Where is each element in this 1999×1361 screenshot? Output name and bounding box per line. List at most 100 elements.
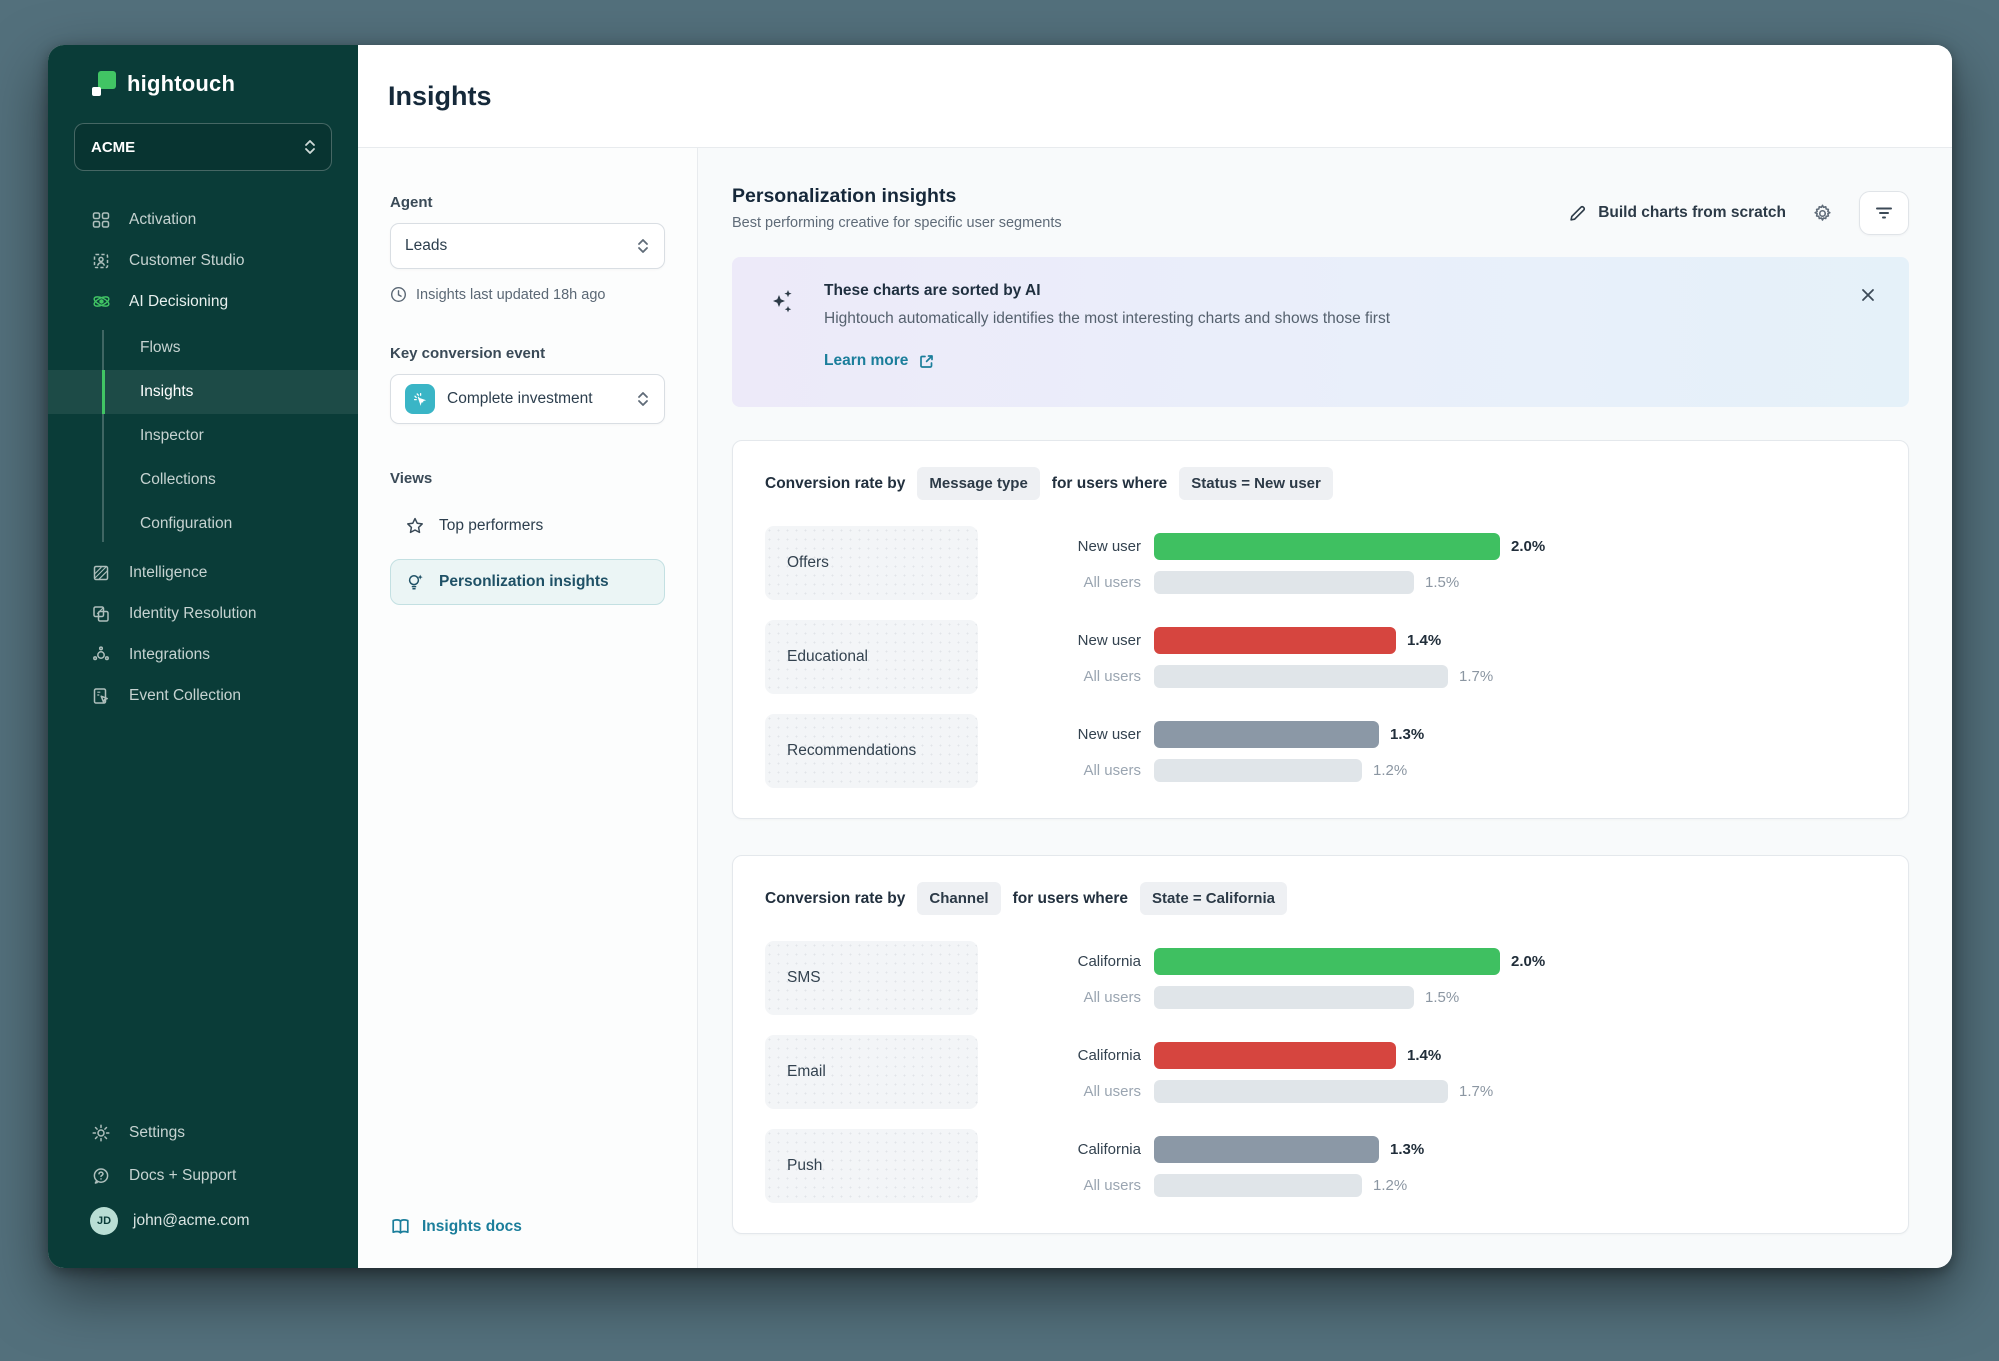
agent-select[interactable]: Leads: [390, 223, 665, 269]
bar-secondary: [1154, 1173, 1362, 1197]
series-label-primary: California: [1077, 1140, 1141, 1158]
bar-group: New user 2.0% All users 1.5%: [986, 526, 1545, 600]
chart-connector: for users where: [1012, 889, 1129, 907]
chart-filter-badge[interactable]: State = California: [1140, 882, 1287, 915]
top-header: Insights: [358, 45, 1952, 148]
bar-value-primary: 1.3%: [1390, 725, 1425, 743]
category-label: Email: [765, 1035, 978, 1109]
bar-value-secondary: 1.5%: [1425, 988, 1460, 1006]
sidebar-item-flows[interactable]: Flows: [48, 326, 358, 370]
series-label-secondary: All users: [1083, 573, 1141, 591]
chart-rows: Offers New user 2.0% All users 1.5% Education…: [765, 526, 1876, 788]
chart-card-channel: Conversion rate by Channel for users whe…: [732, 855, 1909, 1234]
banner-title: These charts are sorted by AI: [824, 282, 1041, 299]
sidebar-item-inspector[interactable]: Inspector: [48, 414, 358, 458]
sidebar-item-configuration[interactable]: Configuration: [48, 502, 358, 546]
series-label-secondary: All users: [1083, 761, 1141, 779]
bar-secondary: [1154, 985, 1414, 1009]
sidebar-item-insights[interactable]: Insights: [48, 370, 358, 414]
insights-docs-link[interactable]: Insights docs: [390, 1217, 665, 1236]
sidebar-item-label: Flows: [140, 339, 181, 356]
learn-more-link[interactable]: Learn more: [824, 352, 1390, 370]
bar-secondary: [1154, 664, 1448, 688]
section-title: Personalization insights: [732, 185, 957, 207]
sidebar-item-collections[interactable]: Collections: [48, 458, 358, 502]
sidebar-item-activation[interactable]: Activation: [48, 199, 358, 240]
build-charts-button[interactable]: Build charts from scratch: [1569, 204, 1786, 222]
sidebar-item-label: Event Collection: [129, 686, 242, 704]
bar-primary: [1154, 1041, 1396, 1069]
integrations-icon: [90, 644, 112, 666]
bar-secondary: [1154, 1079, 1448, 1103]
category-label: Offers: [765, 526, 978, 600]
bar-value-primary: 1.3%: [1390, 1140, 1425, 1158]
chevron-updown-icon: [303, 138, 317, 156]
sidebar-item-intelligence[interactable]: Intelligence: [48, 552, 358, 593]
bar-primary: [1154, 532, 1500, 560]
banner-body: Hightouch automatically identifies the m…: [824, 310, 1391, 327]
series-label-secondary: All users: [1083, 988, 1141, 1006]
bar-value-primary: 1.4%: [1407, 1046, 1442, 1064]
category-label: Recommendations: [765, 714, 978, 788]
book-icon: [390, 1217, 411, 1236]
view-top-performers[interactable]: Top performers: [390, 503, 665, 549]
filter-button[interactable]: [1859, 191, 1909, 235]
bar-group: California 1.3% All users 1.2%: [986, 1129, 1424, 1203]
bar-group: California 1.4% All users 1.7%: [986, 1035, 1493, 1109]
chart-row: Educational New user 1.4% All users 1.7%: [765, 620, 1876, 694]
sidebar-item-label: Identity Resolution: [129, 604, 257, 622]
views-label: Views: [390, 470, 433, 487]
last-updated-text: Insights last updated 18h ago: [416, 286, 606, 303]
sidebar-item-identity-resolution[interactable]: Identity Resolution: [48, 593, 358, 634]
close-icon[interactable]: [1855, 282, 1881, 308]
sidebar-item-event-collection[interactable]: Event Collection: [48, 675, 358, 716]
chart-dimension-badge[interactable]: Channel: [917, 882, 1001, 915]
settings-gear-button[interactable]: [1812, 203, 1833, 224]
bar-value-primary: 2.0%: [1511, 952, 1546, 970]
series-label-primary: New user: [1077, 631, 1141, 649]
sidebar-item-label: Settings: [129, 1123, 186, 1141]
bar-secondary: [1154, 570, 1414, 594]
bar-value-primary: 1.4%: [1407, 631, 1442, 649]
sidebar-item-customer-studio[interactable]: Customer Studio: [48, 240, 358, 281]
bar-primary: [1154, 626, 1396, 654]
external-link-icon: [918, 353, 935, 370]
view-label: Top performers: [439, 517, 544, 534]
brand-name: hightouch: [127, 71, 236, 96]
page-title: Insights: [388, 80, 492, 111]
chart-dimension-badge[interactable]: Message type: [917, 467, 1040, 500]
sidebar-item-label: Collections: [140, 471, 216, 488]
star-icon: [405, 516, 425, 536]
sidebar-item-label: Insights: [140, 383, 194, 400]
identity-resolution-icon: [90, 603, 112, 625]
chart-card-message-type: Conversion rate by Message type for user…: [732, 440, 1909, 819]
view-label: Personlization insights: [439, 573, 609, 590]
sidebar-item-label: Activation: [129, 210, 197, 228]
docs-link-label: Insights docs: [422, 1217, 522, 1235]
ai-decisioning-icon: [90, 291, 112, 313]
gear-icon: [90, 1122, 112, 1144]
sidebar-item-docs-support[interactable]: Docs + Support: [48, 1155, 358, 1196]
sparkles-icon: [770, 287, 796, 383]
sidebar-item-ai-decisioning[interactable]: AI Decisioning: [48, 281, 358, 322]
bar-primary: [1154, 947, 1500, 975]
workspace-selector[interactable]: ACME: [74, 123, 332, 171]
sidebar-item-integrations[interactable]: Integrations: [48, 634, 358, 675]
app-window: hightouch ACME Activation Customer Studi…: [48, 45, 1952, 1268]
ai-banner: These charts are sorted by AI Hightouch …: [732, 257, 1909, 407]
chart-row: Email California 1.4% All users 1.7%: [765, 1035, 1876, 1109]
series-label-secondary: All users: [1083, 1082, 1141, 1100]
chart-filter-badge[interactable]: Status = New user: [1179, 467, 1333, 500]
customer-studio-icon: [90, 250, 112, 272]
sidebar-item-label: Docs + Support: [129, 1166, 237, 1184]
series-label-primary: New user: [1077, 537, 1141, 555]
view-personalization-insights[interactable]: Personlization insights: [390, 559, 665, 605]
chart-row: Push California 1.3% All users 1.2%: [765, 1129, 1876, 1203]
sidebar-item-settings[interactable]: Settings: [48, 1112, 358, 1153]
key-event-select[interactable]: Complete investment: [390, 374, 665, 424]
section-subtitle: Best performing creative for specific us…: [732, 215, 1062, 231]
user-email: john@acme.com: [133, 1212, 250, 1229]
sidebar-item-label: Configuration: [140, 515, 233, 532]
workspace-name: ACME: [91, 138, 136, 156]
user-menu[interactable]: JD john@acme.com: [48, 1198, 358, 1244]
